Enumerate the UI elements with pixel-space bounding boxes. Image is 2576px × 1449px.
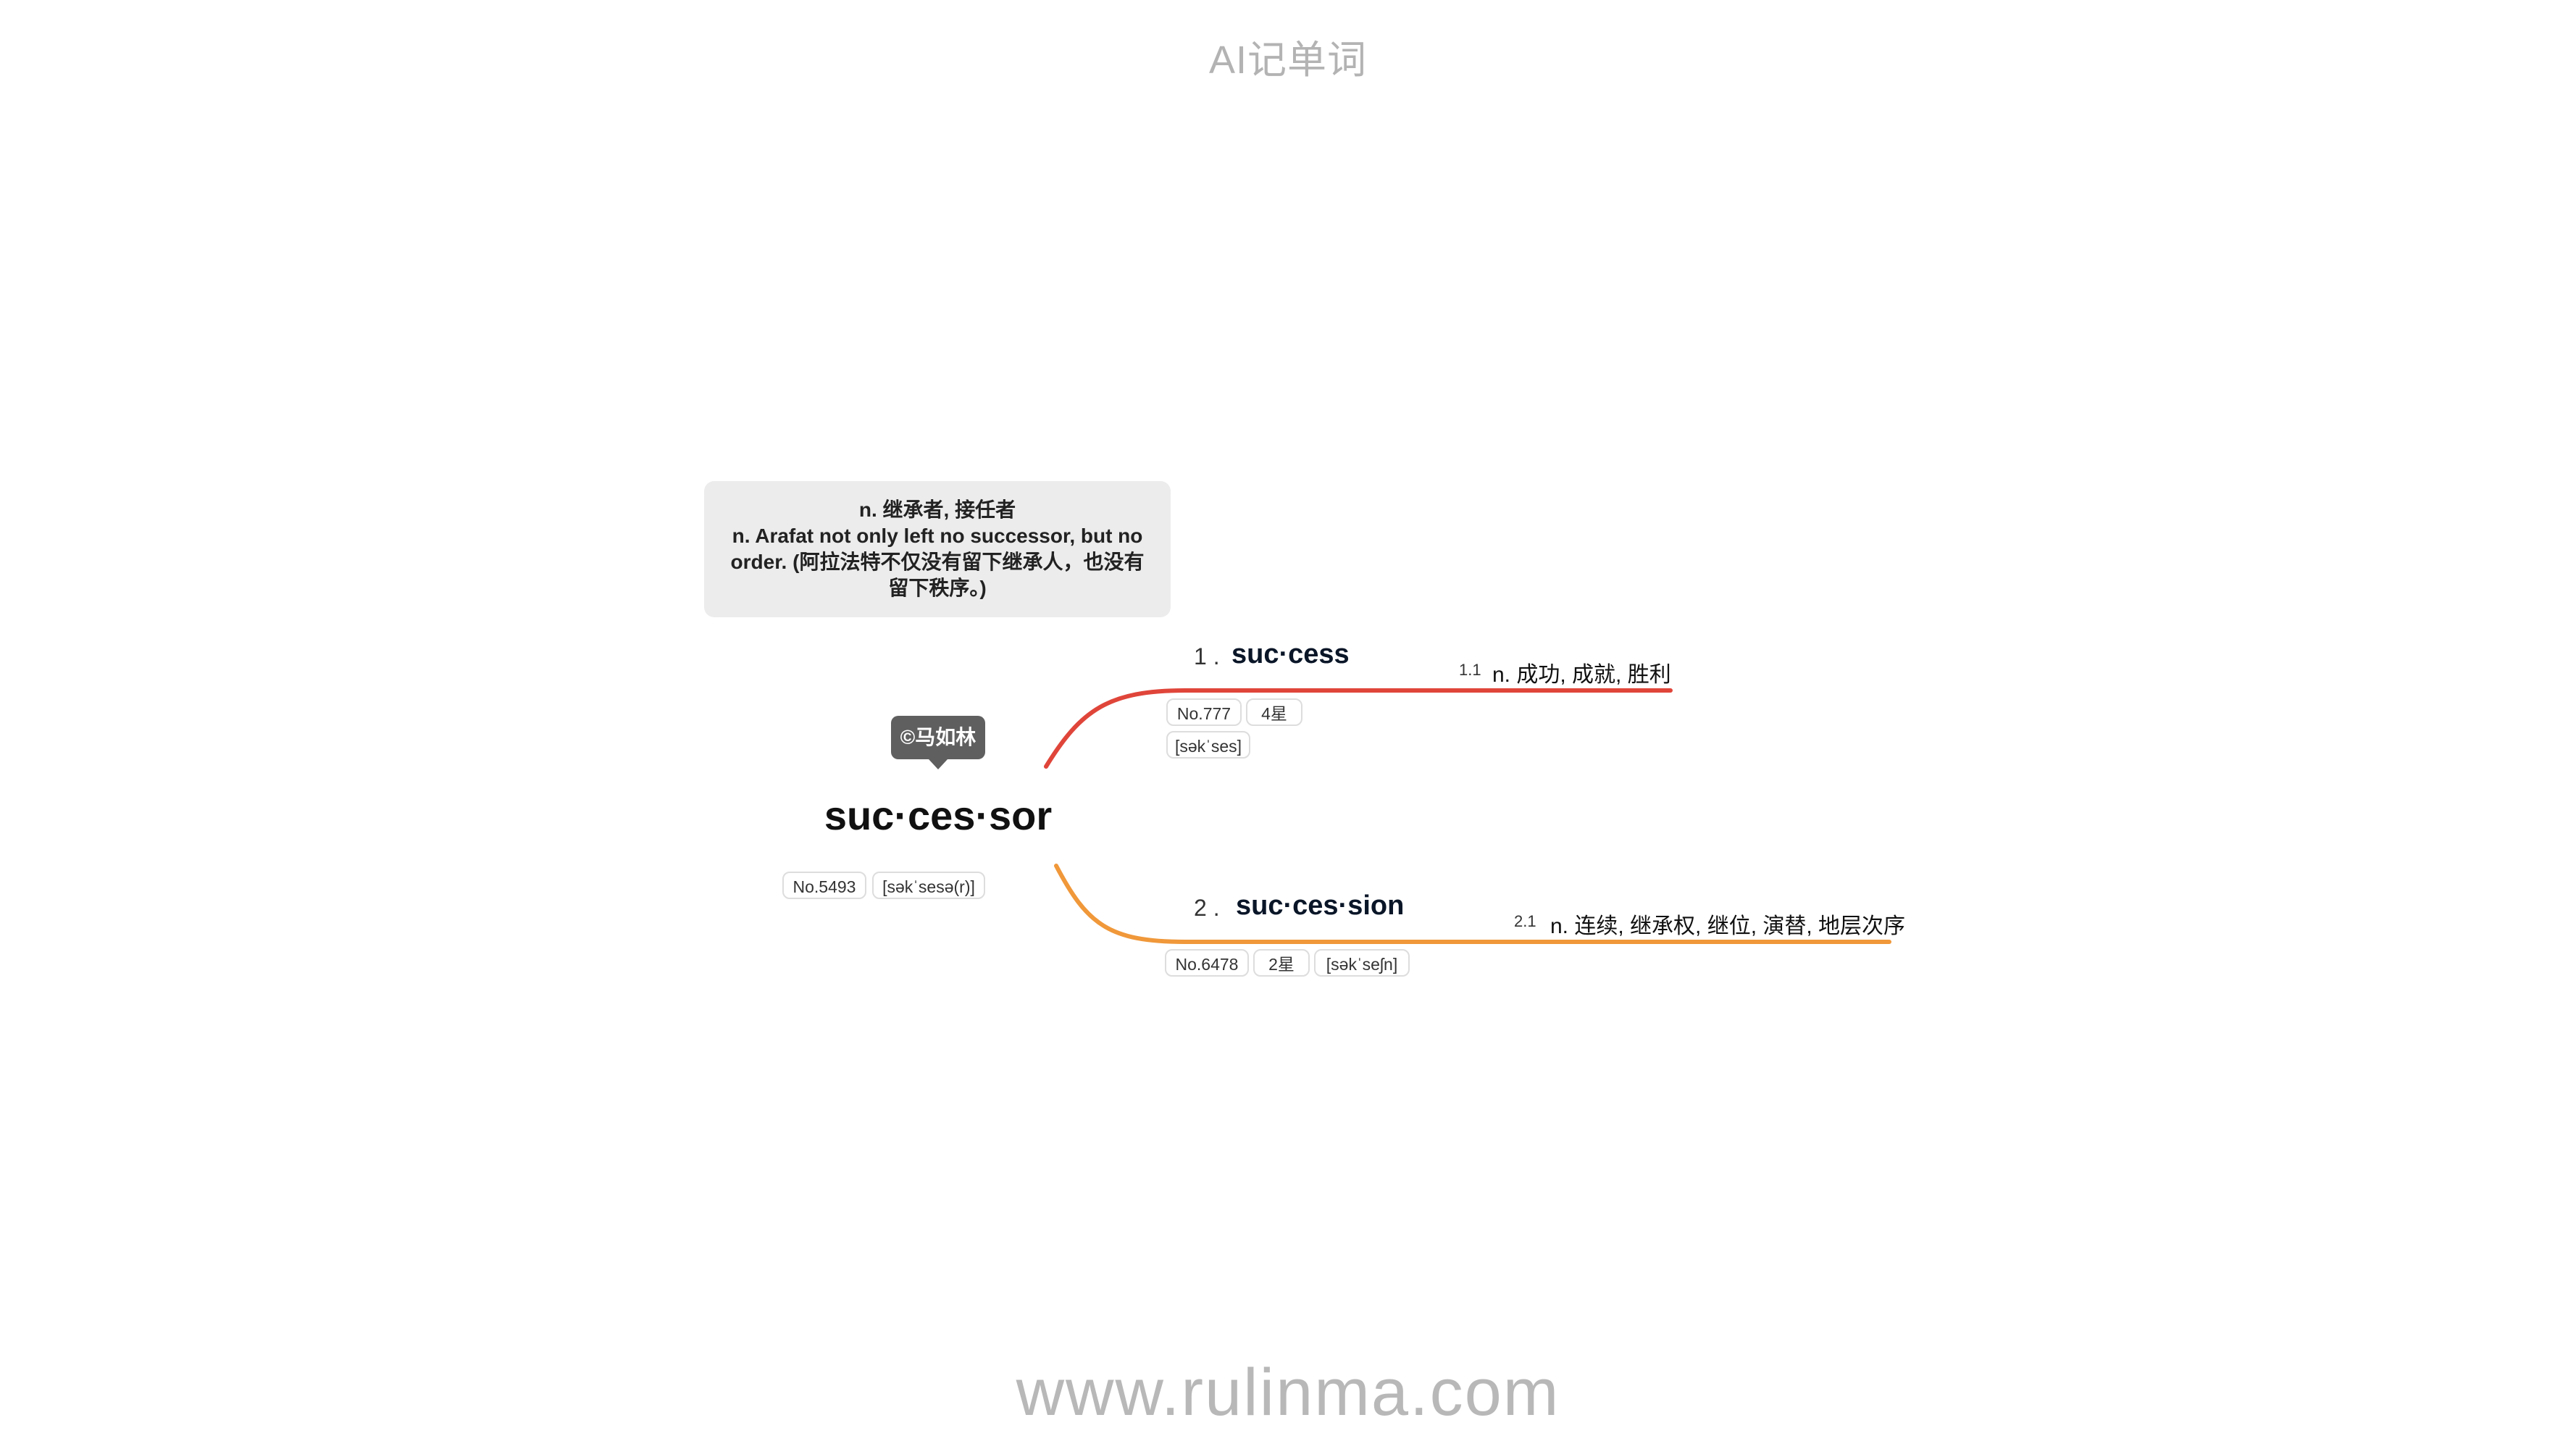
branch-1-stars-tag: 4星 — [1246, 698, 1302, 726]
branch-2-definition: n. 连续, 继承权, 继位, 演替, 地层次序 — [1550, 914, 1906, 938]
branch-2-stars-tag: 2星 — [1253, 949, 1310, 977]
note-box: n. 继承者, 接任者 n. Arafat not only left no s… — [704, 481, 1171, 617]
page-title: AI记单词 — [1208, 38, 1368, 82]
branch-2-word[interactable]: suc·ces·sion — [1236, 890, 1405, 921]
copyright-badge: ©马如林 — [891, 716, 985, 769]
branch-1-connector — [1044, 688, 1673, 769]
note-line-1: n. 继承者, 接任者 — [858, 498, 1016, 521]
note-line-4: 留下秩序。) — [888, 577, 987, 599]
branch-2-index: 2 . — [1194, 895, 1220, 921]
website-watermark: www.rulinma.com — [1016, 1356, 1560, 1429]
root-number-tag: No.5493 — [782, 872, 866, 899]
branch-2-connector — [1054, 864, 1891, 944]
root-word[interactable]: suc·ces·sor — [824, 793, 1053, 838]
branch-1-index: 1 . — [1194, 643, 1220, 669]
note-line-3: order. (阿拉法特不仅没有留下继承人，也没有 — [730, 551, 1145, 573]
branch-1-word[interactable]: suc·cess — [1231, 639, 1350, 669]
branch-2-number-tag: No.6478 — [1165, 949, 1249, 977]
root-phonetic-tag: [səkˈsesə(r)] — [872, 872, 985, 899]
branch-1-definition: n. 成功, 成就, 胜利 — [1492, 663, 1671, 687]
branch-1-phonetic-tag: [səkˈses] — [1166, 731, 1250, 759]
branch-1-number-tag: No.777 — [1166, 698, 1242, 726]
branch-1-sub-index: 1.1 — [1459, 661, 1481, 679]
note-line-2: n. Arafat not only left no successor, bu… — [732, 525, 1143, 547]
branch-2-phonetic-tag: [səkˈseʃn] — [1314, 949, 1410, 977]
branch-2-sub-index: 2.1 — [1514, 912, 1536, 930]
